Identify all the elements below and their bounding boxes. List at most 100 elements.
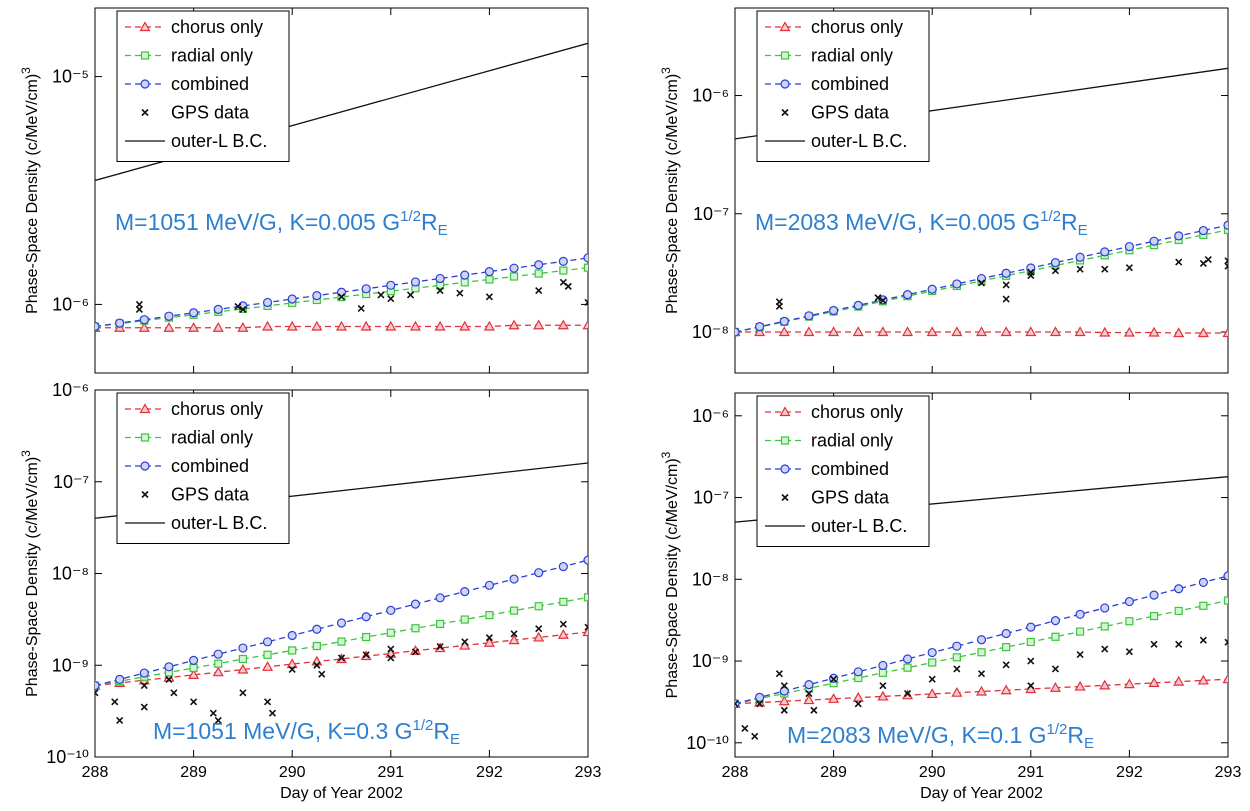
marker-x: [411, 648, 420, 656]
marker-x: [1002, 295, 1010, 303]
legend-label: GPS data: [171, 103, 250, 123]
marker-x: [584, 298, 588, 307]
marker-triangle: [262, 661, 274, 671]
marker-x: [190, 698, 198, 706]
marker-triangle: [1074, 680, 1086, 691]
marker-square: [1223, 596, 1228, 605]
marker-x: [1125, 264, 1133, 272]
marker-x: [436, 287, 444, 295]
y-axis-label-text: Phase-Space Density (c/MeV/cm): [664, 458, 681, 698]
y-axis-label: Phase-Space Density (c/MeV/cm)3: [19, 450, 41, 697]
marker-triangle: [1099, 326, 1111, 337]
y-tick-label: 10⁻⁸: [692, 569, 729, 589]
marker-circle: [386, 280, 396, 290]
marker-square: [312, 641, 321, 651]
marker-x: [510, 630, 518, 638]
marker-x: [830, 675, 838, 683]
marker-triangle: [237, 322, 249, 332]
marker-circle: [976, 273, 987, 284]
marker-x: [406, 291, 415, 299]
marker-triangle: [508, 319, 520, 330]
marker-circle: [1075, 252, 1085, 262]
marker-x: [165, 675, 173, 684]
marker-circle: [213, 649, 223, 659]
legend-marker-triangle: [139, 21, 151, 32]
legend-marker: [140, 433, 150, 442]
marker-circle: [238, 643, 248, 653]
annotation-unit: R: [433, 718, 450, 744]
marker-circle: [509, 574, 519, 584]
marker-circle: [1100, 247, 1110, 257]
marker-circle: [779, 686, 789, 696]
legend-marker-square: [780, 436, 790, 445]
marker-square: [878, 668, 888, 677]
marker-triangle: [508, 634, 520, 645]
marker-x: [1002, 661, 1010, 669]
marker-circle: [287, 630, 297, 641]
marker-x: [1224, 638, 1228, 646]
x-tick-label: 293: [1215, 764, 1242, 781]
marker-x: [485, 293, 493, 301]
marker-circle: [115, 318, 125, 328]
marker-triangle: [188, 322, 200, 332]
series-line: [95, 324, 588, 329]
marker-x: [928, 675, 936, 683]
marker-x: [535, 625, 543, 633]
marker-x: [170, 689, 178, 697]
legend-marker: [141, 108, 149, 117]
series-line: [95, 257, 588, 328]
x-tick-label: 288: [722, 764, 749, 781]
y-axis-label-text: Phase-Space Density (c/MeV/cm): [24, 457, 41, 697]
marker-x: [1224, 262, 1228, 270]
marker-x: [1101, 265, 1109, 273]
marker-triangle: [360, 320, 372, 331]
legend-marker: [140, 79, 150, 89]
legend-marker: [141, 490, 149, 499]
annotation: M=2083 MeV/G, K=0.005 G1/2RE: [755, 208, 1088, 239]
marker-triangle: [1173, 675, 1185, 686]
marker-circle: [189, 655, 199, 665]
legend-marker-triangle: [779, 406, 791, 417]
series-line: [735, 678, 1228, 705]
marker-circle: [139, 315, 149, 325]
annotation-text: M=2083 MeV/G, K=0.1 G: [787, 722, 1047, 748]
marker-circle: [287, 294, 297, 304]
y-axis-label-sup: 3: [659, 67, 673, 74]
marker-x: [854, 700, 862, 708]
annotation-unit: R: [421, 209, 438, 235]
legend-marker-circle: [140, 461, 150, 471]
marker-triangle: [582, 319, 588, 330]
marker-circle: [828, 305, 839, 316]
legend-marker: [139, 21, 151, 32]
legend-marker-triangle: [139, 403, 151, 414]
x-tick-label: 288: [82, 764, 109, 781]
plot-area: [95, 462, 588, 725]
marker-triangle: [212, 666, 224, 677]
marker-triangle: [1123, 326, 1135, 337]
legend-marker: [780, 79, 790, 89]
marker-triangle: [902, 326, 914, 337]
marker-x: [780, 682, 788, 690]
annotation-sup: 1/2: [1040, 208, 1061, 225]
marker-x: [1125, 648, 1133, 656]
marker-triangle: [951, 326, 963, 337]
marker-triangle: [1148, 677, 1160, 688]
marker-square: [559, 597, 568, 606]
x-axis-label: Day of Year 2002: [280, 785, 403, 802]
y-tick-label: 10⁻⁷: [53, 472, 89, 492]
annotation-sub: E: [438, 222, 448, 239]
marker-x: [436, 642, 444, 651]
marker-triangle: [459, 320, 471, 331]
marker-circle: [484, 580, 494, 590]
marker-triangle: [533, 631, 545, 642]
y-tick-label: 10⁻⁹: [52, 655, 89, 675]
y-tick-label: 10⁻⁵: [52, 67, 89, 87]
marker-x: [485, 634, 493, 642]
marker-x: [337, 654, 346, 662]
marker-circle: [853, 300, 863, 310]
marker-square: [263, 650, 272, 659]
marker-circle: [558, 561, 568, 572]
legend-marker-x: [781, 108, 789, 117]
marker-square: [485, 611, 494, 620]
annotation: M=1051 MeV/G, K=0.3 G1/2RE: [153, 717, 460, 748]
